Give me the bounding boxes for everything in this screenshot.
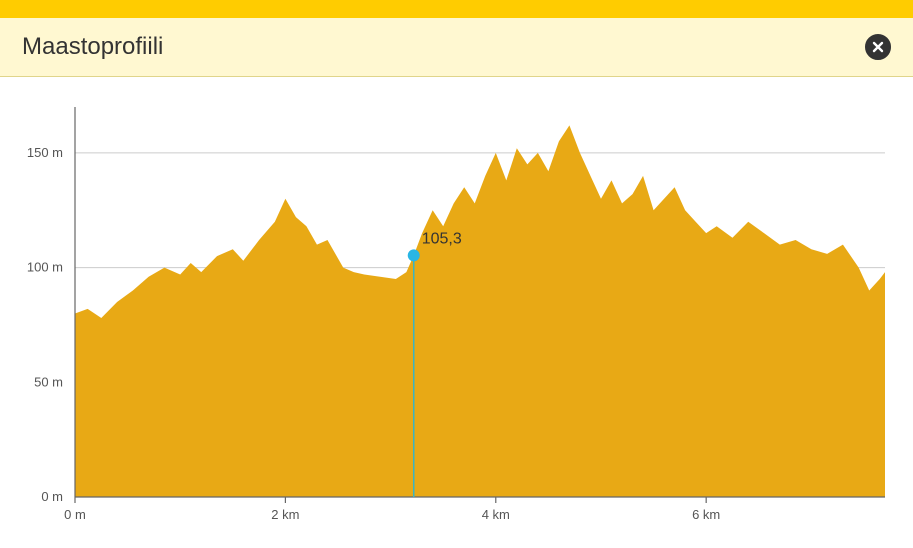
elevation-area	[75, 125, 885, 497]
y-tick-label: 150 m	[27, 145, 63, 160]
elevation-chart-svg: 0 m 50 m 100 m 150 m 0 m 2 km 4 km 6 km 105,3	[0, 77, 913, 548]
panel-header: Maastoprofiili	[0, 18, 913, 77]
y-tick-label: 100 m	[27, 260, 63, 275]
x-tick-label: 4 km	[482, 507, 510, 522]
x-tick-label: 2 km	[271, 507, 299, 522]
x-tick-label: 6 km	[692, 507, 720, 522]
x-tick-label: 0 m	[64, 507, 86, 522]
y-tick-label: 0 m	[41, 489, 63, 504]
hover-marker-dot	[408, 249, 420, 261]
close-button[interactable]	[865, 34, 891, 60]
panel-title: Maastoprofiili	[22, 33, 163, 61]
top-accent-bar	[0, 0, 913, 18]
elevation-chart[interactable]: 0 m 50 m 100 m 150 m 0 m 2 km 4 km 6 km 105,3	[0, 77, 913, 548]
close-icon	[872, 41, 884, 53]
y-tick-label: 50 m	[34, 374, 63, 389]
hover-marker-label: 105,3	[422, 230, 462, 247]
